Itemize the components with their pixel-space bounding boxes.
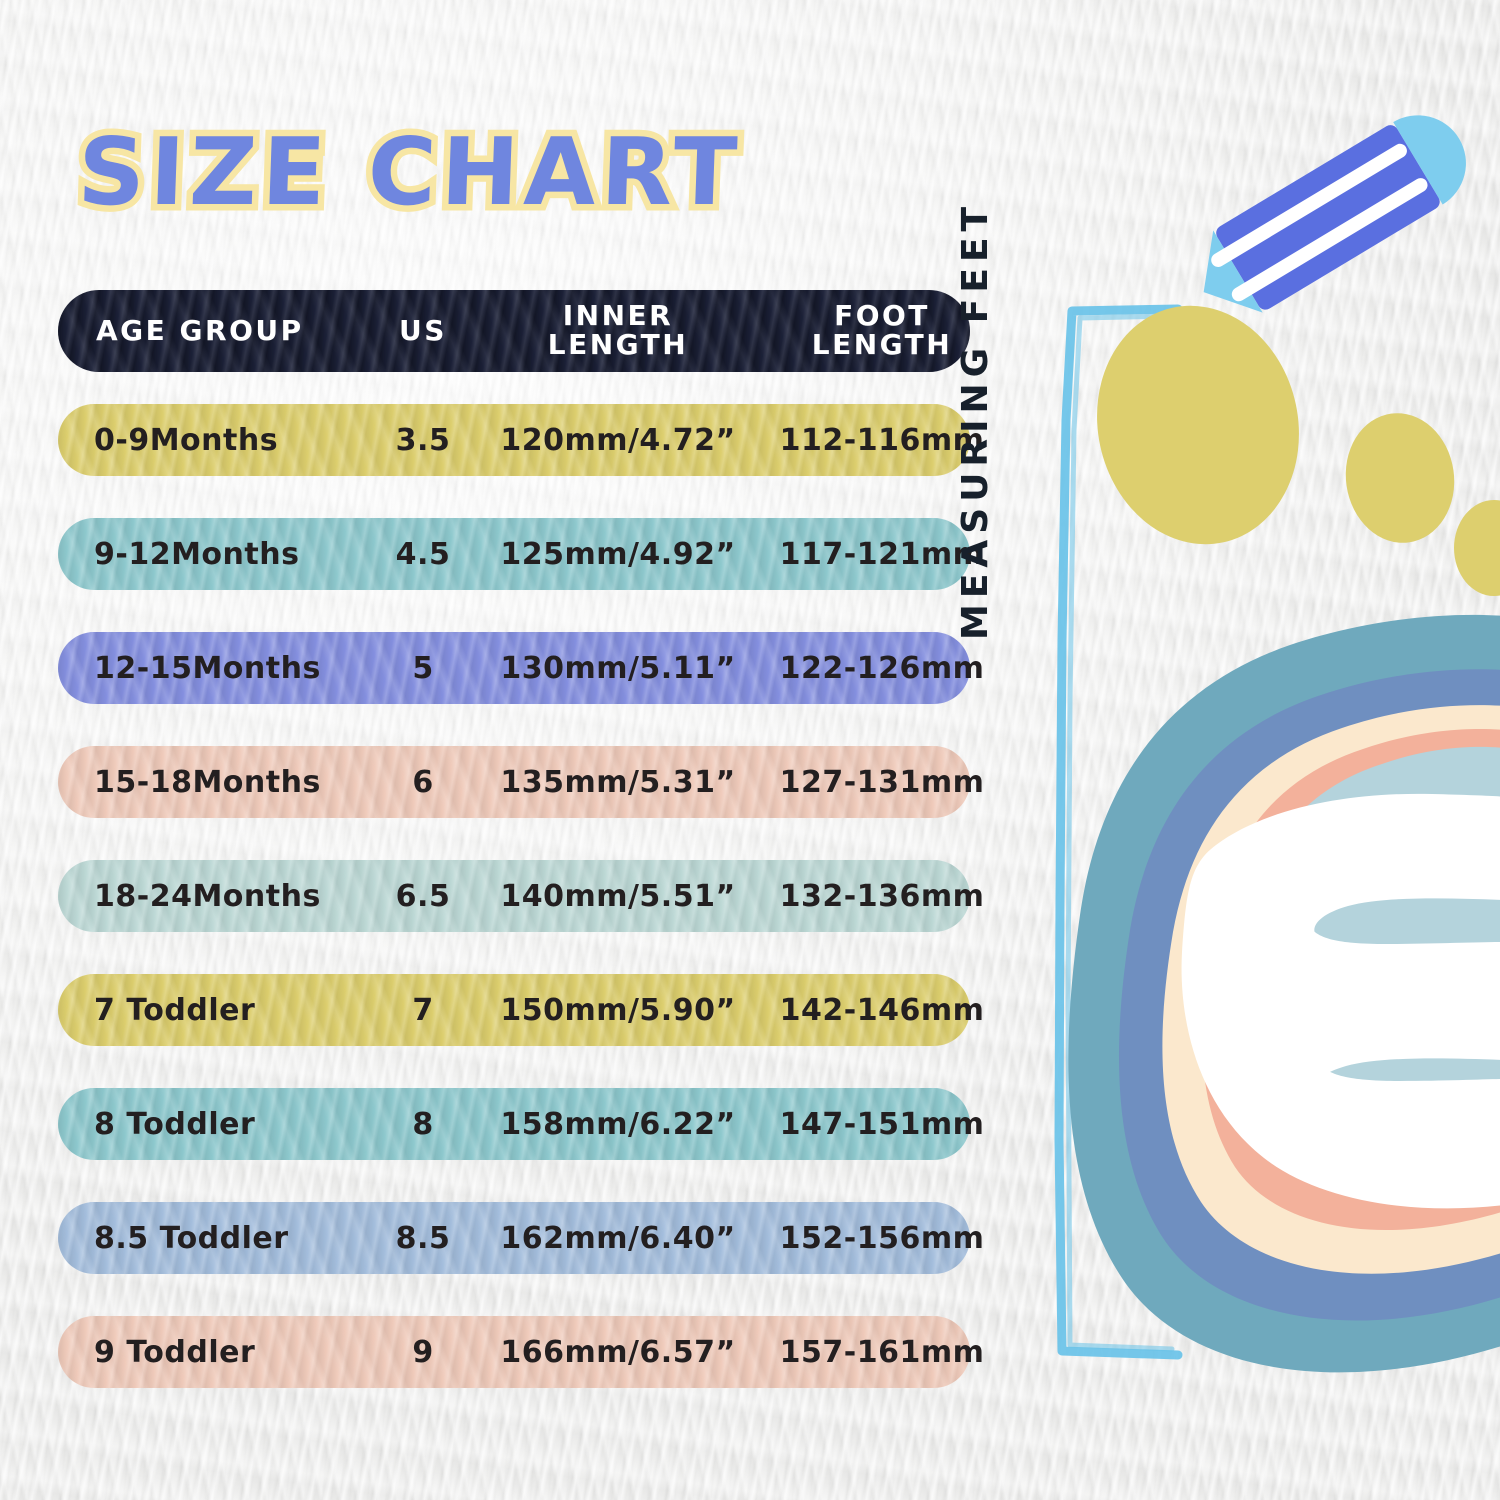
measuring-feet-label: MEASURING FEET: [955, 200, 996, 640]
cell-us: 6.5: [395, 878, 451, 914]
column-header-inner-length: INNER LENGTH: [547, 299, 689, 361]
cell-us: 8.5: [395, 1220, 451, 1256]
table-row: 8 Toddler 8 158mm/6.22” 147-151mm: [58, 1088, 984, 1160]
cell-us: 6: [412, 764, 434, 800]
table-row: 18-24Months 6.5 140mm/5.51” 132-136mm: [58, 860, 984, 932]
cell-foot-length: 117-121mm: [779, 536, 985, 572]
cell-foot-length: 112-116mm: [779, 422, 985, 458]
cell-inner-length: 120mm/4.72”: [500, 422, 736, 458]
table-row: 15-18Months 6 135mm/5.31” 127-131mm: [58, 746, 984, 818]
column-header-age-group: AGE GROUP: [96, 313, 304, 347]
table-row: 9-12Months 4.5 125mm/4.92” 117-121mm: [58, 518, 984, 590]
cell-inner-length: 130mm/5.11”: [500, 650, 736, 686]
cell-foot-length: 132-136mm: [779, 878, 985, 914]
cell-age-group: 9-12Months: [94, 536, 300, 572]
column-header-us: US: [399, 313, 447, 347]
page-title: SIZE CHART: [70, 112, 751, 233]
table-row: 7 Toddler 7 150mm/5.90” 142-146mm: [58, 974, 984, 1046]
cell-age-group: 15-18Months: [94, 764, 321, 800]
cell-us: 3.5: [395, 422, 451, 458]
column-header-foot-length: FOOT LENGTH: [811, 299, 953, 361]
table-row: 0-9Months 3.5 120mm/4.72” 112-116mm: [58, 404, 984, 476]
cell-age-group: 0-9Months: [94, 422, 279, 458]
cell-inner-length: 125mm/4.92”: [500, 536, 736, 572]
cell-us: 5: [412, 650, 434, 686]
cell-foot-length: 157-161mm: [779, 1334, 985, 1370]
cell-foot-length: 152-156mm: [779, 1220, 985, 1256]
cell-age-group: 8 Toddler: [94, 1106, 256, 1142]
cell-foot-length: 122-126mm: [779, 650, 985, 686]
cell-inner-length: 135mm/5.31”: [500, 764, 736, 800]
cell-age-group: 9 Toddler: [94, 1334, 256, 1370]
cell-foot-length: 142-146mm: [779, 992, 985, 1028]
cell-us: 8: [412, 1106, 434, 1142]
cell-inner-length: 166mm/6.57”: [500, 1334, 736, 1370]
cell-age-group: 18-24Months: [94, 878, 321, 914]
cell-us: 4.5: [395, 536, 451, 572]
cell-foot-length: 147-151mm: [779, 1106, 985, 1142]
cell-inner-length: 162mm/6.40”: [500, 1220, 736, 1256]
cell-inner-length: 150mm/5.90”: [500, 992, 736, 1028]
cell-us: 7: [412, 992, 434, 1028]
cell-age-group: 7 Toddler: [94, 992, 256, 1028]
table-row: 9 Toddler 9 166mm/6.57” 157-161mm: [58, 1316, 984, 1388]
cell-inner-length: 140mm/5.51”: [500, 878, 736, 914]
table-header-row: AGE GROUP US INNER LENGTH FOOT LENGTH: [58, 290, 970, 372]
cell-inner-length: 158mm/6.22”: [500, 1106, 736, 1142]
table-row: 8.5 Toddler 8.5 162mm/6.40” 152-156mm: [58, 1202, 984, 1274]
cell-age-group: 12-15Months: [94, 650, 321, 686]
cell-foot-length: 127-131mm: [779, 764, 985, 800]
table-row: 12-15Months 5 130mm/5.11” 122-126mm: [58, 632, 984, 704]
cell-us: 9: [412, 1334, 434, 1370]
cell-age-group: 8.5 Toddler: [94, 1220, 289, 1256]
